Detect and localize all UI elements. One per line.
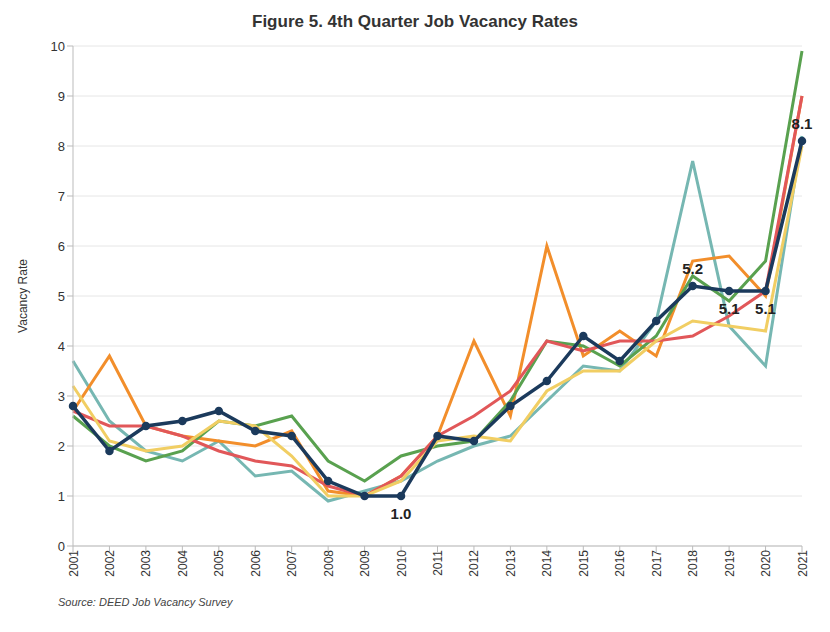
svg-text:2014: 2014 bbox=[540, 550, 554, 577]
svg-text:5.1: 5.1 bbox=[755, 300, 776, 317]
html-text:Figure 5. 4th Quarter Job Vaca: Figure 5. 4th Quarter Job Vacancy Rates bbox=[252, 12, 578, 31]
svg-text:2001: 2001 bbox=[67, 550, 81, 577]
svg-text:2019: 2019 bbox=[723, 550, 737, 577]
svg-text:5.1: 5.1 bbox=[719, 300, 740, 317]
svg-text:8: 8 bbox=[58, 139, 65, 154]
svg-text:5: 5 bbox=[58, 289, 65, 304]
svg-text:2002: 2002 bbox=[103, 550, 117, 577]
svg-text:5.2: 5.2 bbox=[682, 260, 703, 277]
svg-text:2004: 2004 bbox=[176, 550, 190, 577]
svg-text:9: 9 bbox=[58, 89, 65, 104]
svg-text:2003: 2003 bbox=[139, 550, 153, 577]
svg-text:2016: 2016 bbox=[613, 550, 627, 577]
svg-text:3: 3 bbox=[58, 389, 65, 404]
svg-text:2: 2 bbox=[58, 439, 65, 454]
svg-text:Vacancy Rate: Vacancy Rate bbox=[16, 259, 30, 333]
svg-text:8.1: 8.1 bbox=[792, 115, 813, 132]
svg-text:1: 1 bbox=[58, 489, 65, 504]
svg-text:2013: 2013 bbox=[504, 550, 518, 577]
svg-text:2007: 2007 bbox=[285, 550, 299, 577]
svg-text:2018: 2018 bbox=[686, 550, 700, 577]
svg-text:2020: 2020 bbox=[759, 550, 773, 577]
svg-text:2008: 2008 bbox=[322, 550, 336, 577]
svg-text:2011: 2011 bbox=[431, 550, 445, 576]
svg-text:2015: 2015 bbox=[577, 550, 591, 577]
svg-text:10: 10 bbox=[51, 39, 65, 54]
svg-text:2006: 2006 bbox=[249, 550, 263, 577]
svg-text:6: 6 bbox=[58, 239, 65, 254]
html-text:Source: DEED Job Vacancy Surve: Source: DEED Job Vacancy Survey bbox=[58, 596, 233, 608]
svg-text:0: 0 bbox=[58, 539, 65, 554]
svg-text:2005: 2005 bbox=[212, 550, 226, 577]
svg-text:2017: 2017 bbox=[650, 550, 664, 577]
svg-text:7: 7 bbox=[58, 189, 65, 204]
svg-text:1.0: 1.0 bbox=[391, 505, 412, 522]
svg-text:2021: 2021 bbox=[796, 550, 810, 577]
svg-text:4: 4 bbox=[58, 339, 65, 354]
svg-text:2010: 2010 bbox=[395, 550, 409, 577]
svg-text:2012: 2012 bbox=[467, 550, 481, 577]
svg-text:2009: 2009 bbox=[358, 550, 372, 577]
